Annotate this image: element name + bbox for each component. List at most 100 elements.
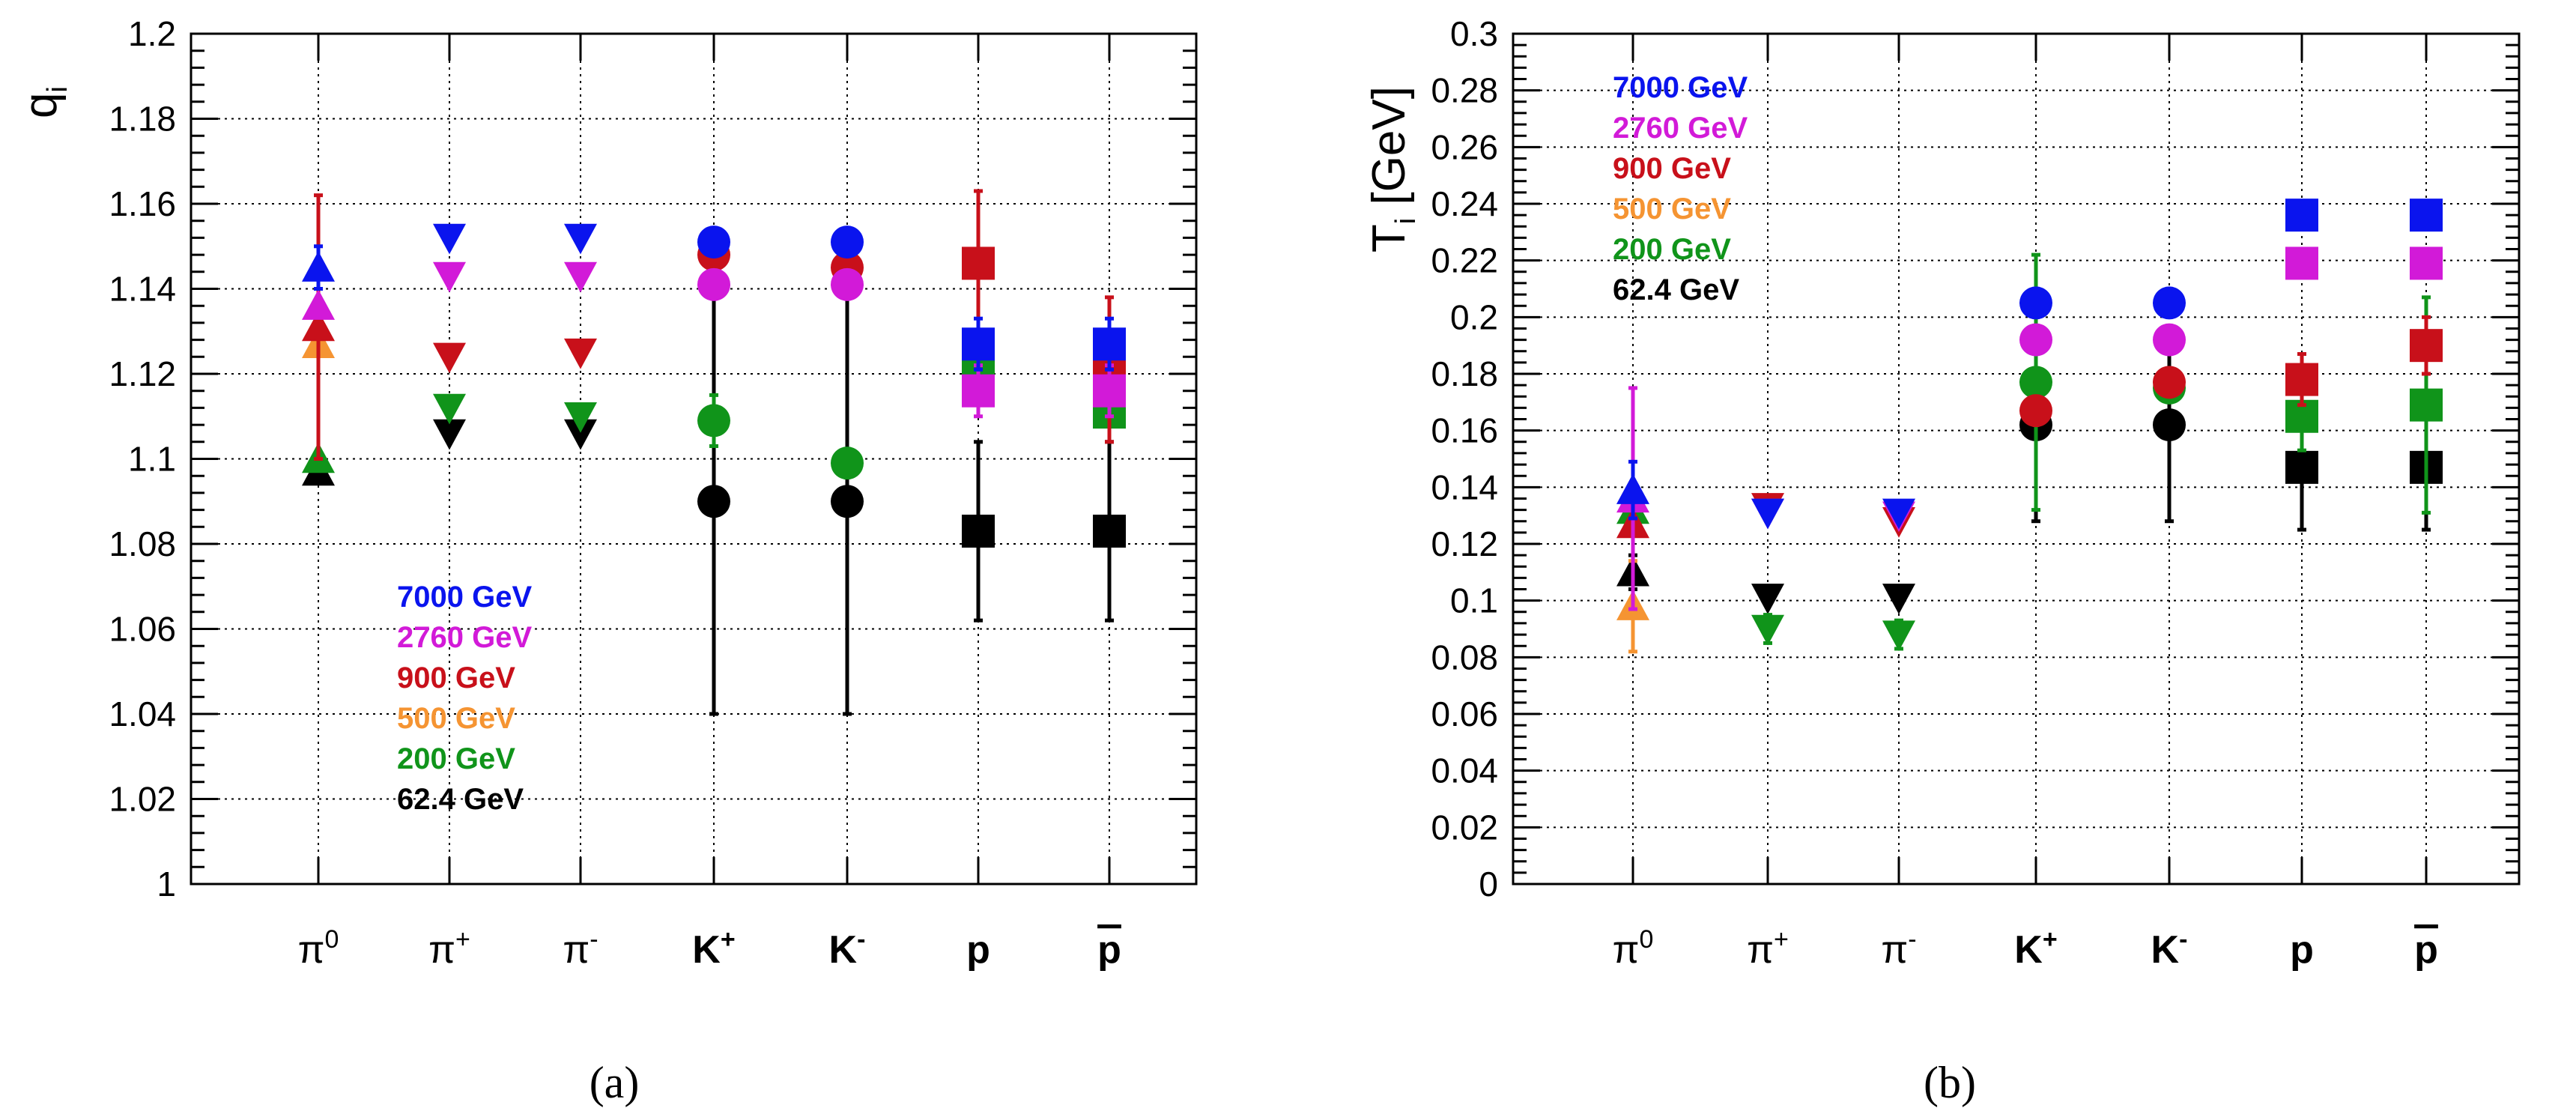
data-point <box>2410 388 2443 422</box>
data-point <box>1882 498 1915 530</box>
y-tick-label: 0.16 <box>1431 411 1498 450</box>
data-point <box>2019 323 2052 357</box>
data-point <box>564 419 597 450</box>
y-tick-label: 1.16 <box>109 184 176 223</box>
data-point <box>2153 286 2186 320</box>
data-point <box>433 261 466 293</box>
x-tick-label: p <box>1097 928 1121 972</box>
data-point <box>433 393 466 425</box>
data-point <box>2285 450 2318 484</box>
chart-panel-a: 1 1.02 1.04 1.06 1.08 1.1 1.12 1.14 1.16 1.18 1.2 π… <box>15 14 1198 1107</box>
y-tick-label: 1.2 <box>128 14 176 53</box>
data-point <box>1093 514 1126 548</box>
data-point <box>962 327 995 361</box>
y-tick-label: 0.1 <box>1450 581 1498 620</box>
x-tick-label: K- <box>2151 925 2188 972</box>
data-point <box>697 404 730 438</box>
legend-entry: 500 GeV <box>1613 193 1731 225</box>
y-tick-label: 0.14 <box>1431 467 1498 506</box>
y-tick-label: 0.3 <box>1450 14 1498 53</box>
y-tick-label: 0.12 <box>1431 524 1498 563</box>
y-tick-label: 0.2 <box>1450 297 1498 336</box>
data-point <box>831 225 864 259</box>
data-point <box>1751 584 1784 614</box>
data-point <box>564 261 597 293</box>
data-point <box>2285 199 2318 232</box>
y-tick-label: 1.04 <box>109 694 176 733</box>
data-point <box>962 246 995 280</box>
legend-entry: 900 GeV <box>1613 152 1731 185</box>
y-tick-label: 0.04 <box>1431 751 1498 790</box>
x-tick-label: K+ <box>692 925 735 972</box>
data-point <box>302 310 335 342</box>
x-tick-label: π0 <box>1613 925 1654 972</box>
data-point <box>433 342 466 374</box>
data-point <box>1751 498 1784 530</box>
x-tick-label: p <box>966 928 990 972</box>
data-point <box>2019 366 2052 399</box>
y-tick-label: 0.24 <box>1431 184 1498 223</box>
legend-entry: 900 GeV <box>397 662 515 694</box>
panel-label: (a) <box>590 1058 640 1107</box>
x-tick-label: p <box>2414 928 2438 972</box>
data-point <box>2153 408 2186 442</box>
data-point <box>962 374 995 408</box>
data-point <box>433 419 466 450</box>
data-point <box>831 485 864 518</box>
data-point <box>1751 614 1784 646</box>
x-tick-label: π+ <box>1747 925 1789 972</box>
data-point <box>2410 329 2443 363</box>
data-point <box>1093 374 1126 408</box>
data-point <box>2410 246 2443 280</box>
y-tick-label: 1.08 <box>109 524 176 563</box>
legend-entry: 2760 GeV <box>397 621 532 654</box>
legend-entry: 200 GeV <box>397 742 515 775</box>
y-tick-label: 0.28 <box>1431 71 1498 110</box>
legend-entry: 500 GeV <box>397 702 515 735</box>
y-tick-label: 1.14 <box>109 270 176 309</box>
data-point <box>697 225 730 259</box>
y-axis-title: qi <box>15 86 73 118</box>
data-point <box>1882 620 1915 652</box>
x-tick-label: p <box>2290 928 2314 972</box>
y-tick-label: 0.02 <box>1431 808 1498 847</box>
data-point <box>433 223 466 255</box>
x-tick-label: π- <box>563 925 598 972</box>
legend-entry: 200 GeV <box>1613 233 1731 266</box>
data-point <box>564 223 597 255</box>
x-tick-label: π0 <box>298 925 339 972</box>
y-tick-label: 0.06 <box>1431 694 1498 733</box>
legend-entry: 7000 GeV <box>1613 71 1748 104</box>
y-tick-label: 0.08 <box>1431 638 1498 676</box>
y-tick-label: 1.18 <box>109 100 176 139</box>
data-point <box>2285 363 2318 396</box>
legend-entry: 62.4 GeV <box>397 783 524 816</box>
data-point <box>2153 323 2186 357</box>
x-tick-label: K- <box>829 925 866 972</box>
data-point <box>2285 246 2318 280</box>
plot-frame <box>1512 32 2521 886</box>
data-point <box>2019 394 2052 428</box>
legend-entry: 62.4 GeV <box>1613 273 1739 306</box>
y-tick-label: 0 <box>1479 865 1498 903</box>
data-point <box>1882 584 1915 614</box>
y-tick-label: 1.06 <box>109 610 176 649</box>
y-tick-label: 1 <box>157 865 176 903</box>
x-tick-label: π- <box>1881 925 1916 972</box>
y-tick-label: 0.22 <box>1431 241 1498 280</box>
data-point <box>2153 366 2186 399</box>
legend-entry: 2760 GeV <box>1613 112 1748 145</box>
y-tick-label: 0.26 <box>1431 127 1498 166</box>
x-tick-label: K+ <box>2014 925 2057 972</box>
data-point <box>2410 199 2443 232</box>
y-tick-label: 1.02 <box>109 780 176 819</box>
data-point <box>2019 286 2052 320</box>
data-point <box>564 338 597 369</box>
plot-frame <box>190 32 1198 886</box>
x-tick-label: π+ <box>428 925 470 972</box>
data-point <box>697 267 730 301</box>
data-point <box>962 514 995 548</box>
data-point <box>564 402 597 433</box>
y-axis-title: Ti [GeV] <box>1363 86 1422 252</box>
data-point <box>302 289 335 320</box>
